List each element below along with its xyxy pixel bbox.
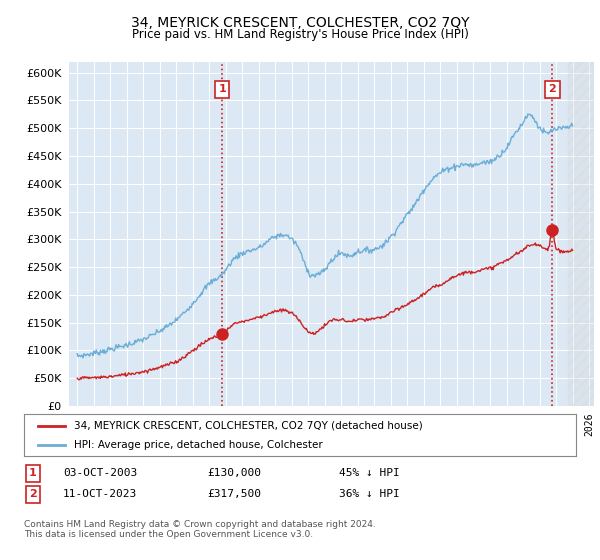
Text: 34, MEYRICK CRESCENT, COLCHESTER, CO2 7QY (detached house): 34, MEYRICK CRESCENT, COLCHESTER, CO2 7Q… xyxy=(74,421,422,431)
Text: £317,500: £317,500 xyxy=(207,489,261,500)
Text: Price paid vs. HM Land Registry's House Price Index (HPI): Price paid vs. HM Land Registry's House … xyxy=(131,28,469,41)
Text: £130,000: £130,000 xyxy=(207,468,261,478)
Text: Contains HM Land Registry data © Crown copyright and database right 2024.
This d: Contains HM Land Registry data © Crown c… xyxy=(24,520,376,539)
Text: 2: 2 xyxy=(548,85,556,95)
Text: 2: 2 xyxy=(29,489,37,500)
Text: 03-OCT-2003: 03-OCT-2003 xyxy=(63,468,137,478)
Text: 45% ↓ HPI: 45% ↓ HPI xyxy=(339,468,400,478)
Bar xyxy=(568,62,594,406)
Text: 1: 1 xyxy=(29,468,37,478)
Text: 1: 1 xyxy=(218,85,226,95)
Text: 34, MEYRICK CRESCENT, COLCHESTER, CO2 7QY: 34, MEYRICK CRESCENT, COLCHESTER, CO2 7Q… xyxy=(131,16,469,30)
Text: HPI: Average price, detached house, Colchester: HPI: Average price, detached house, Colc… xyxy=(74,440,322,450)
Text: 36% ↓ HPI: 36% ↓ HPI xyxy=(339,489,400,500)
Text: 11-OCT-2023: 11-OCT-2023 xyxy=(63,489,137,500)
